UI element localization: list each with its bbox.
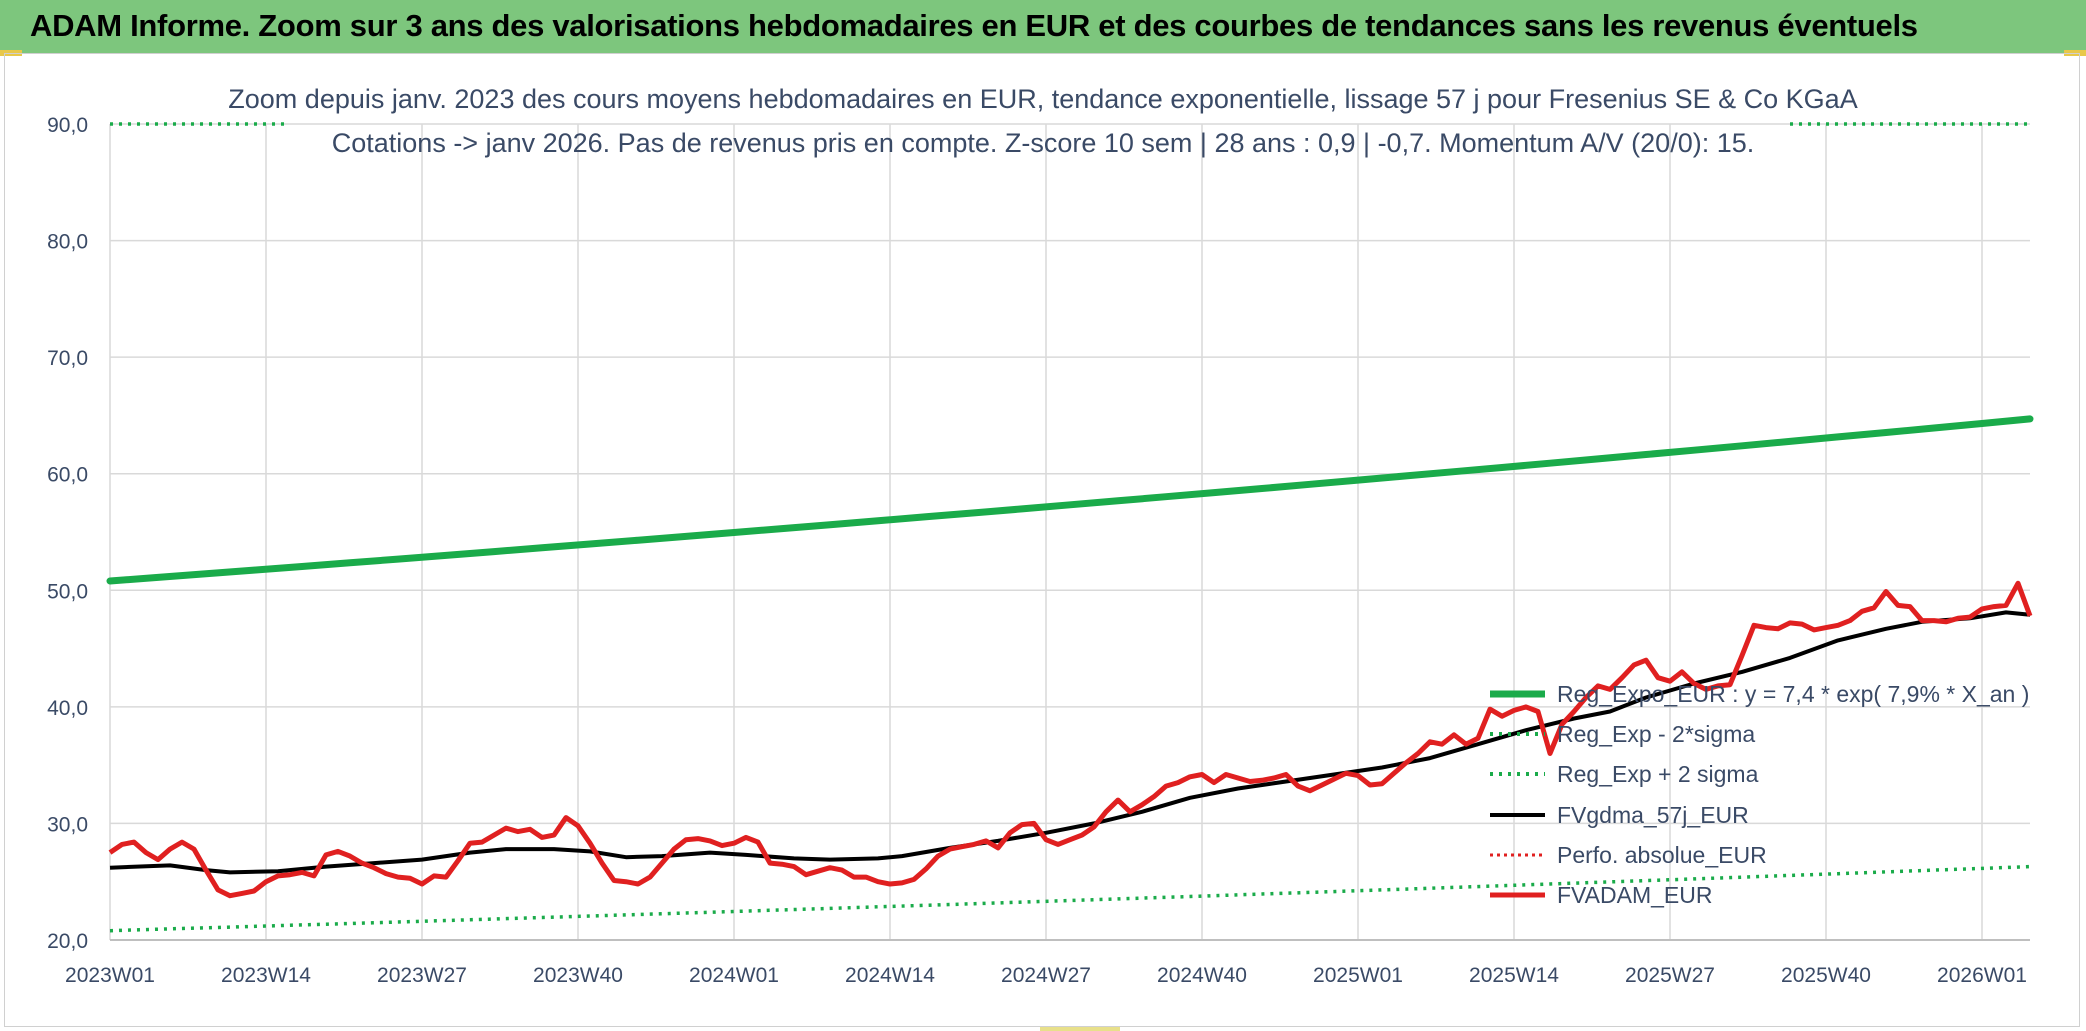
y-tick-label: 40,0	[47, 697, 88, 720]
y-tick-label: 20,0	[47, 930, 88, 953]
x-tick-label: 2023W14	[221, 964, 311, 987]
report-title: ADAM Informe. Zoom sur 3 ans des valoris…	[30, 8, 1918, 43]
series-moving-average	[109, 610, 2031, 875]
x-tick-label: 2023W01	[65, 964, 155, 987]
x-tick-label: 2023W27	[377, 964, 467, 987]
corner-accent-bottom	[1040, 1027, 1120, 1031]
series-regression	[106, 415, 2034, 585]
series-price	[108, 580, 2033, 899]
x-tick-label: 2024W14	[845, 964, 935, 987]
x-tick-label: 2024W01	[689, 964, 779, 987]
legend-label: Perfo. absolue_EUR	[1557, 842, 1767, 868]
y-tick-label: 50,0	[47, 580, 88, 603]
x-tick-label: 2026W01	[1937, 964, 2027, 987]
y-tick-label: 60,0	[47, 464, 88, 487]
legend-label: Reg_Expo_EUR : y = 7,4 * exp( 7,9% * X_a…	[1557, 681, 2029, 707]
chart-subtitle: Cotations -> janv 2026. Pas de revenus p…	[331, 128, 1755, 158]
y-tick-label: 70,0	[47, 347, 88, 370]
legend-label: Reg_Exp + 2 sigma	[1557, 761, 1759, 787]
x-tick-label: 2025W27	[1625, 964, 1715, 987]
chart-title: Zoom depuis janv. 2023 des cours moyens …	[228, 84, 1858, 114]
legend-label: FVgdma_57j_EUR	[1557, 802, 1749, 828]
y-tick-label: 90,0	[47, 114, 88, 137]
y-tick-label: 80,0	[47, 231, 88, 254]
chart-frame	[4, 53, 2080, 1027]
x-tick-label: 2025W14	[1469, 964, 1559, 987]
x-tick-label: 2024W27	[1001, 964, 1091, 987]
header-bar: ADAM Informe. Zoom sur 3 ans des valoris…	[0, 0, 2086, 53]
y-tick-label: 30,0	[47, 813, 88, 836]
legend-label: FVADAM_EUR	[1557, 882, 1713, 908]
x-tick-label: 2024W40	[1157, 964, 1247, 987]
x-tick-label: 2023W40	[533, 964, 623, 987]
legend-label: Reg_Exp - 2*sigma	[1557, 721, 1755, 747]
x-tick-label: 2025W40	[1781, 964, 1871, 987]
x-tick-label: 2025W01	[1313, 964, 1403, 987]
